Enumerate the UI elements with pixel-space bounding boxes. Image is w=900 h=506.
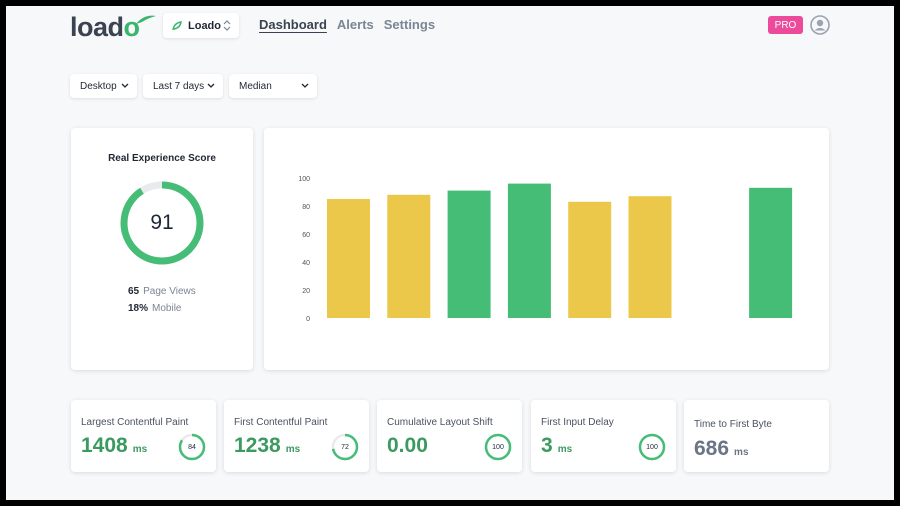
metric-score-ring [638,433,666,461]
y-tick-label: 40 [302,260,310,267]
score-card: Real Experience Score 91 65 Page Views 18… [71,128,253,370]
pro-badge[interactable]: PRO [768,16,803,34]
metric-score-label: 84 [188,443,196,451]
metric-score-ring [178,433,206,461]
score-value: 91 [150,211,174,234]
y-tick-label: 20 [302,288,310,295]
metric-score-arc [178,433,206,461]
date-range-filter[interactable]: Last 7 days [143,74,223,98]
y-tick-label: 80 [302,204,310,211]
mobile-stat: 18% Mobile [128,303,181,314]
metric-title: Time to First Byte [694,419,772,430]
mobile-label: Mobile [152,303,182,314]
page-views-label: Page Views [143,286,196,297]
chart-bar[interactable] [568,201,612,318]
chart-bar[interactable] [628,196,672,318]
y-tick-label: 0 [306,316,310,323]
metric-card[interactable]: First Contentful Paint 1238 ms 72 [224,400,369,472]
metric-value: 3 ms [541,434,572,458]
metric-score-label: 100 [646,443,658,451]
metric-card[interactable]: Largest Contentful Paint 1408 ms 84 [71,400,216,472]
logo[interactable]: load o [70,10,158,44]
metric-score-arc [484,433,512,461]
score-gauge [120,181,204,265]
metric-title: First Contentful Paint [234,417,328,428]
metric-unit: ms [734,447,749,458]
logo-o: o [123,11,141,42]
metric-score-label: 72 [341,443,349,451]
up-down-chevron-icon [223,20,231,31]
metric-unit: ms [557,444,573,455]
device-filter[interactable]: Desktop [70,74,137,98]
y-tick-label: 60 [302,232,310,239]
metric-value: 686 ms [694,437,749,461]
user-avatar-icon[interactable] [810,15,830,35]
mobile-value: 18% [128,303,149,314]
metric-score-arc [331,433,359,461]
logo-swoosh-icon [135,15,156,24]
chart-bar[interactable] [327,199,370,318]
metric-number: 1238 [234,434,281,457]
site-selector-label: Loado [188,19,221,32]
score-title: Real Experience Score [108,153,216,164]
nav-dashboard[interactable]: Dashboard [259,17,327,32]
page-views-stat: 65 Page Views [128,286,196,297]
logo-text: load [70,11,124,42]
metric-value: 1408 ms [81,434,147,458]
metric-card[interactable]: Time to First Byte 686 ms [684,400,829,472]
chevron-down-icon [301,83,309,88]
chart-bar[interactable] [507,183,551,318]
metric-card[interactable]: Cumulative Layout Shift 0.00 100 [377,400,522,472]
aggregation-filter-label: Median [239,80,272,92]
metric-number: 1408 [81,434,128,457]
metric-number: 0.00 [387,434,428,457]
chevron-down-icon [121,83,129,88]
metric-score-ring [331,433,359,461]
y-tick-label: 100 [298,176,310,183]
metric-title: Largest Contentful Paint [81,417,189,428]
metric-score-ring [484,433,512,461]
app-frame: load o Loado Dashboard Alerts Settings PR… [6,6,894,500]
nav-settings[interactable]: Settings [383,17,436,32]
site-selector[interactable]: Loado [163,13,239,38]
page-views-value: 65 [128,286,140,297]
nav-alerts[interactable]: Alerts [336,17,374,32]
metric-unit: ms [132,444,148,455]
metric-card[interactable]: First Input Delay 3 ms 100 [531,400,676,472]
metric-title: Cumulative Layout Shift [387,417,493,428]
score-history-chart-card: 0 20 40 60 80 100 [264,128,829,370]
leaf-icon [172,20,182,30]
metric-number: 3 [541,434,553,457]
metric-score-arc [638,433,666,461]
score-bar-chart: 0 20 40 60 80 100 [298,176,793,323]
score-gauge-arc [120,181,204,265]
metric-unit: ms [285,444,301,455]
metric-value: 0.00 [387,434,433,458]
device-filter-label: Desktop [80,80,117,92]
aggregation-filter[interactable]: Median [229,74,317,98]
date-range-filter-label: Last 7 days [153,80,205,92]
main-nav: Dashboard Alerts Settings [259,17,435,32]
metric-score-label: 100 [492,443,504,451]
chart-bar[interactable] [387,194,431,318]
chevron-down-icon [207,83,215,88]
metric-number: 686 [694,437,730,460]
chart-bar[interactable] [447,190,491,318]
chart-bar[interactable] [749,187,793,318]
metric-title: First Input Delay [541,417,614,428]
metric-value: 1238 ms [234,434,300,458]
